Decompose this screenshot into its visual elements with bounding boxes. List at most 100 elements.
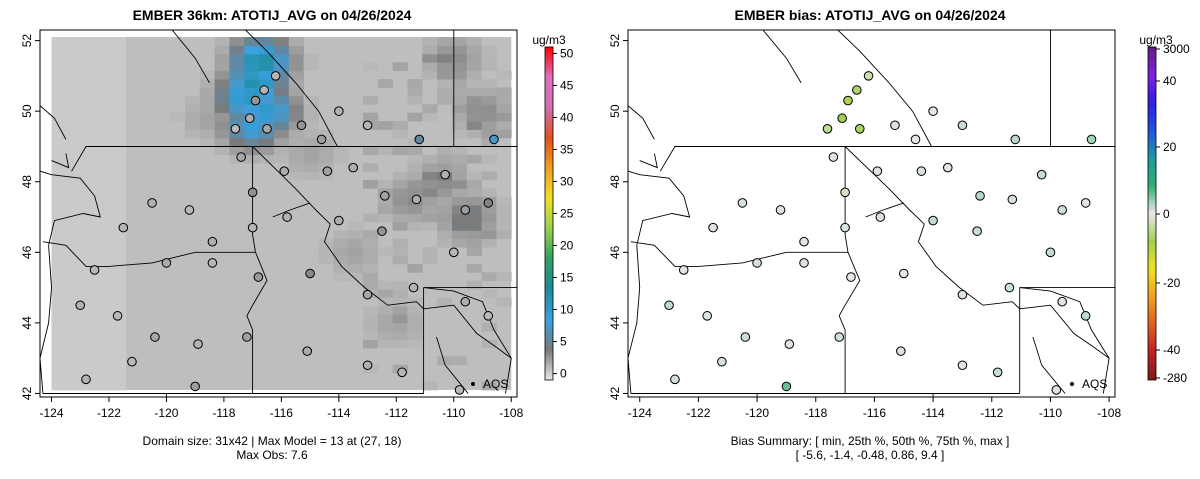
- model-grid-cell: [110, 280, 127, 290]
- model-grid-cell: [392, 146, 408, 156]
- model-grid-cell: [392, 129, 408, 139]
- y-tick-label: 52: [608, 34, 622, 48]
- aqs-obs-point: [262, 124, 272, 134]
- model-grid-cell: [199, 87, 216, 97]
- model-grid-cell: [95, 163, 112, 172]
- model-grid-cell: [110, 373, 127, 382]
- aqs-obs-point: [454, 385, 465, 395]
- aqs-obs-point: [302, 346, 313, 356]
- aqs-obs-point: [362, 289, 373, 300]
- model-grid-cell: [66, 62, 82, 72]
- model-grid-cell: [451, 163, 468, 172]
- model-grid-cell: [392, 280, 408, 290]
- model-grid-cell: [229, 112, 245, 122]
- model-grid-cell: [199, 121, 216, 130]
- model-grid-cell: [95, 314, 112, 324]
- model-grid-cell: [451, 70, 468, 80]
- model-grid-cell: [95, 381, 112, 391]
- model-grid-cell: [407, 339, 423, 349]
- model-grid-cell: [81, 322, 97, 332]
- bias-x-axis: -124 -122 -120 -118 -116 -114 -112 -110 -108: [628, 397, 1121, 420]
- model-grid-cell: [362, 305, 379, 315]
- model-grid-cell: [259, 146, 275, 156]
- model-grid-cell: [496, 121, 512, 130]
- model-grid-cell: [259, 79, 275, 88]
- aqs-bias-point: [1051, 385, 1062, 395]
- model-grid-cell: [466, 179, 482, 189]
- aqs-bias-point: [843, 95, 853, 106]
- aqs-bias-point: [840, 187, 850, 198]
- aqs-bias-point: [784, 339, 795, 349]
- model-grid-cell: [244, 70, 260, 80]
- model-grid-cell: [481, 322, 497, 332]
- model-colorbar: ug/m3 0 5 10 15 20 25 30 35 40 45 50: [532, 33, 573, 381]
- aqs-legend-marker: [471, 382, 475, 386]
- model-grid-cell: [481, 188, 497, 198]
- model-grid-cell: [437, 221, 453, 231]
- aqs-bias-point: [781, 381, 792, 392]
- state-border: [51, 153, 70, 169]
- model-grid-cell: [437, 213, 453, 223]
- model-grid-cell: [95, 121, 112, 130]
- aqs-obs-point: [483, 311, 494, 321]
- model-grid-cell: [333, 263, 349, 273]
- model-grid-cell: [95, 45, 112, 55]
- model-map-title: EMBER 36km: ATOTIJ_AVG on 04/26/2024: [133, 7, 412, 23]
- model-grid-cell: [66, 146, 82, 156]
- aqs-obs-point: [483, 198, 494, 208]
- model-grid-cell: [466, 104, 482, 114]
- model-grid-cell: [81, 364, 97, 374]
- model-grid-cell: [496, 230, 512, 240]
- aqs-bias-point: [854, 124, 865, 134]
- model-grid-cell: [422, 221, 438, 231]
- model-grid-cell: [81, 79, 97, 88]
- model-grid-cell: [51, 280, 67, 290]
- model-grid-cell: [51, 314, 67, 324]
- model-grid-cell: [318, 171, 334, 181]
- aqs-bias-point: [1036, 169, 1047, 180]
- model-grid-cell: [51, 339, 67, 349]
- state-border: [628, 245, 641, 394]
- model-grid-cell: [273, 104, 290, 114]
- model-grid-cell: [214, 112, 230, 122]
- model-grid-cell: [481, 112, 497, 122]
- model-grid-cell: [110, 154, 127, 164]
- aqs-obs-point: [362, 120, 373, 131]
- model-grid-cell: [110, 322, 127, 332]
- model-grid-cell: [392, 188, 408, 198]
- model-grid-cell: [392, 305, 408, 315]
- model-grid-cell: [303, 137, 319, 147]
- model-grid-cell: [51, 196, 67, 206]
- model-grid-cell: [496, 112, 512, 122]
- model-grid-cell: [288, 154, 305, 164]
- colorbar-tick-label: 3000: [1163, 42, 1190, 56]
- model-grid-cell: [51, 104, 67, 114]
- model-grid-cell: [95, 104, 112, 114]
- model-grid-cell: [51, 347, 67, 357]
- model-grid-cell: [466, 196, 482, 206]
- x-tick-label: -108: [499, 406, 523, 420]
- model-grid-cell: [362, 339, 379, 349]
- model-grid-cell: [51, 112, 67, 122]
- model-grid-cell: [66, 188, 82, 198]
- aqs-obs-point: [253, 272, 264, 282]
- model-grid-cell: [81, 221, 97, 231]
- state-border: [436, 336, 469, 394]
- model-grid-cell: [66, 263, 82, 273]
- model-grid-cell: [333, 247, 349, 256]
- model-grid-cell: [66, 112, 82, 122]
- aqs-obs-point: [89, 265, 100, 275]
- model-grid-cell: [451, 179, 468, 189]
- model-grid-cell: [392, 171, 408, 181]
- model-grid-cell: [95, 79, 112, 88]
- model-grid-cell: [110, 238, 127, 248]
- model-grid-cell: [466, 87, 482, 97]
- model-grid-cell: [81, 381, 97, 391]
- model-grid-cell: [66, 79, 82, 88]
- colorbar-tick-label: 20: [560, 239, 574, 253]
- model-grid-cell: [362, 62, 379, 72]
- model-grid-cell: [451, 154, 468, 164]
- model-grid-cell: [377, 322, 394, 332]
- model-grid-cell: [333, 238, 349, 248]
- model-grid-cell: [362, 238, 379, 248]
